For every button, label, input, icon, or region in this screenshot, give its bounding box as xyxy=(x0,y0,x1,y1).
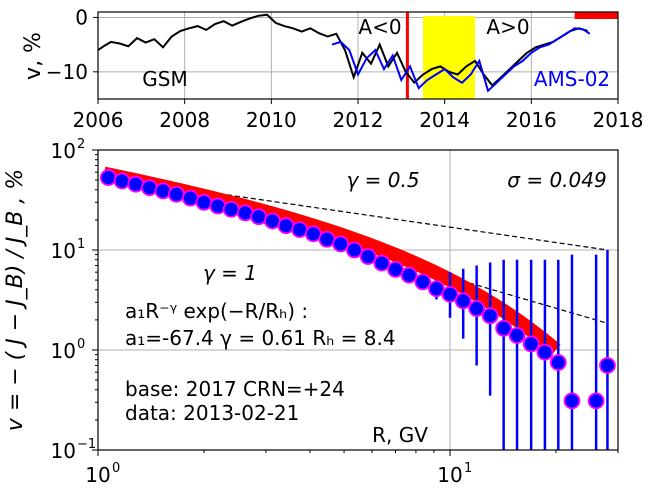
bottom-y-tick-exponent: 2 xyxy=(77,137,85,152)
data-point xyxy=(468,300,486,317)
data-point xyxy=(113,172,131,190)
shaded-interval xyxy=(423,16,475,99)
top-y-ticks: 0 −10 xyxy=(46,5,98,84)
bottom-y-axis-label: v = − ( J − J_B) / J_B , % xyxy=(3,169,28,431)
top-x-tick-label: 2014 xyxy=(419,108,470,132)
data-point xyxy=(549,354,567,371)
bottom-y-tick-label: 10 xyxy=(51,139,76,163)
label-a-positive: A>0 xyxy=(486,15,529,39)
data-point xyxy=(291,221,309,238)
data-point xyxy=(127,175,145,193)
data-point xyxy=(536,343,554,361)
data-point xyxy=(195,193,213,211)
series-ams-line xyxy=(331,27,591,93)
data-point xyxy=(332,235,350,253)
bottom-x-tick-exponent: 0 xyxy=(112,461,120,476)
data-point xyxy=(346,241,363,259)
bottom-x-tick-exponent: 1 xyxy=(464,461,472,476)
label-ams-02: AMS-02 xyxy=(534,67,610,91)
data-point xyxy=(563,392,581,410)
top-x-tick-label: 2010 xyxy=(246,108,297,132)
top-x-tick-label: 2008 xyxy=(159,108,210,132)
top-x-tick-label: 2018 xyxy=(593,108,644,132)
data-point xyxy=(587,392,605,410)
top-x-tick-label: 2016 xyxy=(506,108,557,132)
bottom-x-tick-label: 10 xyxy=(437,463,462,487)
label-gamma-half: γ = 0.5 xyxy=(346,168,419,192)
data-points xyxy=(99,169,616,410)
bottom-y-tick-label: 10 xyxy=(51,239,76,263)
top-x-tick-label: 2012 xyxy=(333,108,384,132)
data-point xyxy=(277,217,295,235)
label-gamma-one: γ = 1 xyxy=(203,261,257,285)
bottom-y-tick-label: 10 xyxy=(51,439,76,463)
data-point xyxy=(495,319,513,337)
top-y-tick-label: 0 xyxy=(75,5,88,29)
top-y-axis-label: v, % xyxy=(21,32,46,80)
label-a-negative: A<0 xyxy=(358,15,401,39)
data-point xyxy=(414,273,432,291)
data-point xyxy=(141,179,158,197)
data-point xyxy=(222,200,240,218)
top-x-ticks: 2006 2008 2010 2012 2014 2016 2018 xyxy=(73,99,644,132)
bottom-y-tick-exponent: 0 xyxy=(77,337,85,352)
fit-params: a₁=-67.4 γ = 0.61 Rₕ = 8.4 xyxy=(125,326,396,350)
bottom-frame xyxy=(97,149,619,451)
bottom-y-tick-label: 10 xyxy=(51,339,76,363)
top-panel: 2006 2008 2010 2012 2014 2016 2018 0 −10 A<0 A>… xyxy=(21,5,643,132)
data-point xyxy=(599,357,616,374)
data-point xyxy=(522,335,540,353)
data-point xyxy=(99,169,117,186)
data-point xyxy=(318,230,336,248)
base-info: base: 2017 CRN=+24 xyxy=(125,377,345,401)
data-point xyxy=(454,292,472,310)
label-gsm: GSM xyxy=(142,67,187,91)
data-point xyxy=(181,189,199,207)
data-point xyxy=(373,254,391,272)
data-date: data: 2013-02-21 xyxy=(125,401,299,425)
bottom-y-tick-exponent: −1 xyxy=(77,437,96,452)
bottom-x-ticks: 10 0 10 1 xyxy=(85,450,619,487)
data-point xyxy=(481,307,499,325)
data-point xyxy=(508,326,526,344)
top-x-tick-label: 2006 xyxy=(73,108,124,132)
x-axis-label: R, GV xyxy=(372,423,428,447)
data-point xyxy=(168,185,185,203)
fit-formula: a₁R⁻ᵞ exp(−R/Rₕ) : xyxy=(125,299,308,323)
data-point xyxy=(250,208,268,226)
bottom-y-tick-exponent: 1 xyxy=(77,237,85,252)
top-y-tick-label: −10 xyxy=(46,60,88,84)
bottom-x-tick-label: 10 xyxy=(85,463,110,487)
base-period-bar xyxy=(574,12,618,19)
label-sigma: σ = 0.049 xyxy=(507,168,606,192)
data-point xyxy=(400,266,418,284)
data-point xyxy=(441,285,459,303)
data-point xyxy=(359,248,377,265)
